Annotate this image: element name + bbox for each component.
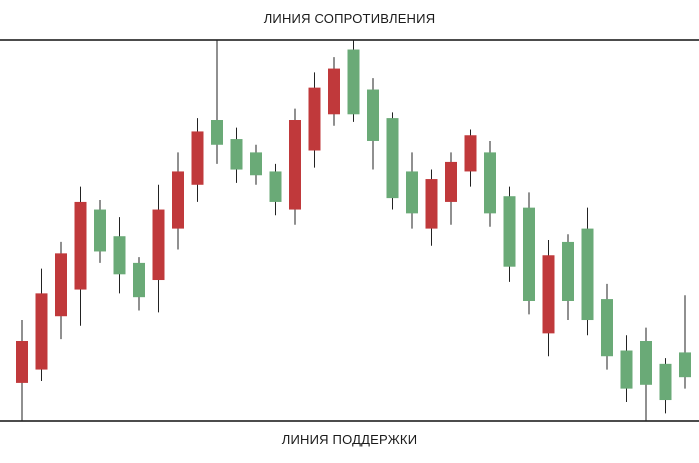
candle-body [484, 152, 496, 214]
candle-body [464, 135, 477, 172]
candle-body [55, 253, 67, 317]
candle [308, 72, 321, 168]
candle [503, 186, 516, 282]
candle [425, 169, 438, 246]
candle [133, 257, 145, 311]
resistance-label: ЛИНИЯ СОПРОТИВЛЕНИЯ [263, 11, 436, 26]
candle-body [659, 363, 672, 401]
candle [679, 295, 691, 389]
candle-body [620, 350, 633, 389]
candle-body [16, 340, 28, 383]
candle [230, 127, 243, 183]
candle-body [113, 236, 126, 275]
candle [172, 152, 184, 250]
candle [211, 40, 223, 164]
candle [542, 240, 555, 357]
candle-body [211, 120, 223, 145]
candle-body [347, 49, 360, 115]
candle-body [133, 262, 145, 298]
candle-body [250, 152, 262, 176]
candle [620, 335, 633, 402]
candle-body [191, 131, 204, 185]
candle-body [425, 179, 438, 229]
candle-body [581, 228, 594, 321]
support-label: ЛИНИЯ ПОДДЕРЖКИ [281, 432, 418, 447]
candle-body [269, 171, 282, 202]
candle [16, 320, 28, 421]
candle [464, 129, 477, 187]
candle [191, 118, 204, 202]
candle-body [640, 340, 652, 385]
candle [640, 327, 652, 421]
candle [367, 78, 379, 170]
candle-body [523, 207, 535, 301]
candle [74, 186, 87, 326]
candle [289, 108, 301, 225]
candles-layer [16, 40, 691, 421]
candle-body [289, 120, 301, 210]
candle [152, 184, 165, 313]
candle [562, 234, 574, 321]
candle-body [601, 299, 613, 357]
candle-body [152, 209, 165, 281]
candle-body [679, 352, 691, 378]
candle [386, 112, 399, 210]
candle [113, 217, 126, 294]
candle [484, 140, 496, 227]
candle-body [328, 68, 340, 115]
candle-body [230, 139, 243, 170]
candle [659, 358, 672, 414]
candle [347, 40, 360, 122]
candle-body [406, 171, 418, 214]
candle-body [542, 255, 555, 334]
candle [523, 192, 535, 315]
candle-body [445, 161, 457, 202]
candle [581, 207, 594, 336]
candle [35, 268, 48, 381]
candle-body [74, 201, 87, 290]
candle-body [35, 293, 48, 370]
candle [94, 200, 106, 263]
candle-body [172, 171, 184, 229]
candle-body [386, 118, 399, 199]
candle [269, 163, 282, 216]
candle [601, 283, 613, 370]
candle [55, 241, 67, 340]
candle-body [562, 241, 574, 301]
candle-body [94, 209, 106, 252]
candle-body [308, 87, 321, 151]
candle [445, 152, 457, 225]
candle-body [503, 196, 516, 267]
candle [250, 144, 262, 185]
candle [406, 152, 418, 229]
candle-body [367, 89, 379, 141]
candle [328, 57, 340, 126]
